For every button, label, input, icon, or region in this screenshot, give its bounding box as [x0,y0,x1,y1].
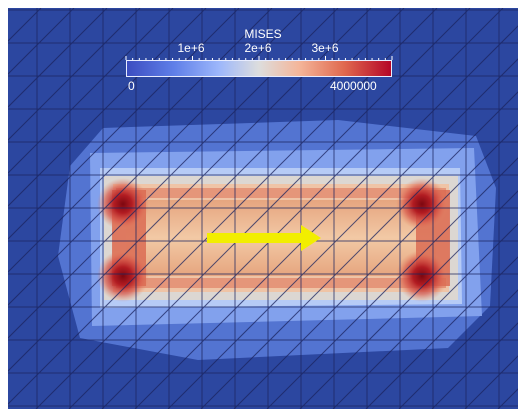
colorbar-gradient [126,60,392,77]
hotspot-bottom-right [396,250,448,302]
mesh-diagonal-line [200,91,518,409]
render-viewport[interactable]: MISES 1e+6 2e+6 3e+6 0 4000000 [8,8,518,409]
mesh-diagonal-line [134,25,518,409]
hotspot-top-right [396,178,448,230]
colorbar-tick-label-2: 2e+6 [244,41,272,55]
mesh-diagonal-line [8,8,141,141]
hotspot-top-left [97,178,149,230]
mesh-diagonal-line [233,124,518,409]
mesh-diagonal-line [299,190,518,409]
colorbar-tick-label-1: 1e+6 [177,41,205,55]
colorbar-min-label: 0 [128,79,135,93]
mesh-diagonal-line [398,289,518,409]
mesh-diagonal-line [8,8,108,108]
field-name-label: MISES [244,27,282,41]
mesh-diagonal-line [431,322,518,409]
stress-field-render[interactable] [8,8,518,409]
colorbar-tick-label-3: 3e+6 [311,41,339,55]
mesh-diagonal-line [101,8,504,409]
hotspot-bottom-left [97,250,149,302]
mesh-diagonal-line [332,223,518,409]
mesh-diagonal-line [68,8,471,409]
mesh-diagonal-line [365,256,518,409]
mesh-diagonal-line [167,58,518,409]
mesh-diagonal-line [266,157,518,409]
colorbar-max-label: 4000000 [330,79,377,93]
colorbar-minor-ticks [125,56,393,60]
direction-arrow [207,225,321,251]
colorbar [126,60,392,77]
mesh-diagonal-line [8,8,174,174]
